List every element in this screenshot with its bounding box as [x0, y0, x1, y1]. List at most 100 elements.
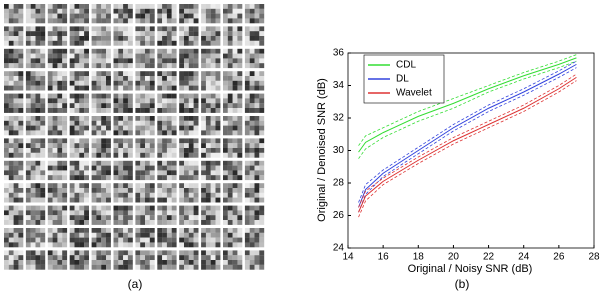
patch-pixel — [4, 255, 9, 261]
patch-pixel — [193, 31, 199, 37]
patch-pixel — [184, 31, 189, 37]
patch-pixel — [30, 255, 36, 261]
patch-pixel — [145, 63, 150, 69]
patch-pixel — [74, 26, 80, 32]
patch-pixel — [140, 4, 146, 9]
patch-pixel — [79, 53, 85, 59]
patch-pixel — [188, 160, 194, 166]
patch-pixel — [118, 228, 124, 233]
patch-pixel — [57, 175, 63, 181]
patch-pixel — [30, 152, 36, 158]
patch-pixel — [118, 120, 124, 126]
patch-pixel — [69, 170, 75, 176]
patch-pixel — [123, 175, 128, 181]
patch-pixel — [171, 8, 177, 14]
patch-pixel — [232, 215, 238, 221]
patch-pixel — [215, 232, 221, 238]
patch-pixel — [215, 237, 221, 243]
patch-pixel — [184, 93, 189, 99]
patch-pixel — [40, 80, 46, 86]
patch-pixel — [18, 228, 24, 233]
patch-pixel — [4, 215, 9, 221]
patch-pixel — [171, 31, 177, 37]
patch-pixel — [79, 188, 85, 193]
patch-pixel — [74, 264, 80, 270]
patch-pixel — [127, 116, 133, 121]
patch-pixel — [8, 188, 14, 193]
patch-pixel — [171, 58, 177, 64]
patch-pixel — [145, 237, 150, 243]
patch-pixel — [205, 63, 211, 69]
patch-pixel — [162, 228, 167, 233]
patch-pixel — [69, 175, 75, 181]
patch-pixel — [145, 125, 150, 131]
patch-pixel — [84, 31, 89, 37]
patch-pixel — [166, 31, 172, 37]
patch-pixel — [91, 13, 97, 19]
patch-pixel — [25, 205, 31, 211]
patch-pixel — [179, 237, 185, 243]
patch-pixel — [69, 76, 75, 81]
patch-pixel — [179, 76, 185, 81]
patch-pixel — [13, 80, 19, 86]
patch-pixel — [171, 130, 177, 136]
patch-pixel — [171, 255, 177, 261]
patch-pixel — [13, 143, 19, 149]
patch-pixel — [84, 242, 89, 248]
patch-pixel — [205, 197, 211, 203]
patch-pixel — [205, 76, 211, 81]
patch-pixel — [184, 26, 189, 32]
patch-pixel — [223, 80, 228, 86]
patch-pixel — [79, 116, 85, 121]
patch-pixel — [188, 98, 194, 104]
patch-pixel — [237, 138, 243, 144]
patch-pixel — [69, 108, 75, 113]
patch-pixel — [18, 210, 24, 216]
patch-pixel — [179, 175, 185, 181]
patch-pixel — [223, 188, 228, 193]
patch-pixel — [91, 197, 97, 203]
patch-pixel — [47, 242, 53, 248]
patch-pixel — [57, 264, 63, 270]
patch-pixel — [145, 210, 150, 216]
patch-pixel — [254, 152, 260, 158]
patch-pixel — [215, 108, 221, 113]
patch-pixel — [35, 250, 41, 256]
patch-pixel — [205, 242, 211, 248]
patch-pixel — [127, 48, 133, 54]
patch-pixel — [47, 264, 53, 270]
patch-pixel — [8, 138, 14, 144]
patch-pixel — [79, 93, 85, 99]
patch-pixel — [25, 197, 31, 203]
patch-pixel — [30, 170, 36, 176]
patch-pixel — [223, 71, 228, 77]
patch-pixel — [47, 260, 53, 265]
patch-pixel — [237, 232, 243, 238]
patch-pixel — [25, 8, 31, 14]
patch-pixel — [157, 183, 163, 189]
patch-pixel — [8, 165, 14, 171]
patch-pixel — [227, 76, 233, 81]
patch-pixel — [69, 4, 75, 9]
patch-pixel — [40, 170, 46, 176]
patch-pixel — [162, 63, 167, 69]
patch-pixel — [184, 58, 189, 64]
patch-pixel — [40, 192, 46, 198]
patch-pixel — [40, 36, 46, 41]
patch-pixel — [127, 143, 133, 149]
patch-pixel — [140, 192, 146, 198]
patch-pixel — [166, 183, 172, 189]
patch-pixel — [227, 170, 233, 176]
patch-pixel — [179, 138, 185, 144]
patch-pixel — [223, 220, 228, 225]
patch-pixel — [145, 58, 150, 64]
patch-pixel — [8, 103, 14, 109]
patch-pixel — [91, 228, 97, 233]
patch-pixel — [106, 116, 111, 121]
patch-pixel — [249, 183, 255, 189]
patch-pixel — [91, 108, 97, 113]
patch-pixel — [35, 160, 41, 166]
patch-pixel — [223, 36, 228, 41]
patch-pixel — [52, 63, 58, 69]
patch-pixel — [84, 48, 89, 54]
